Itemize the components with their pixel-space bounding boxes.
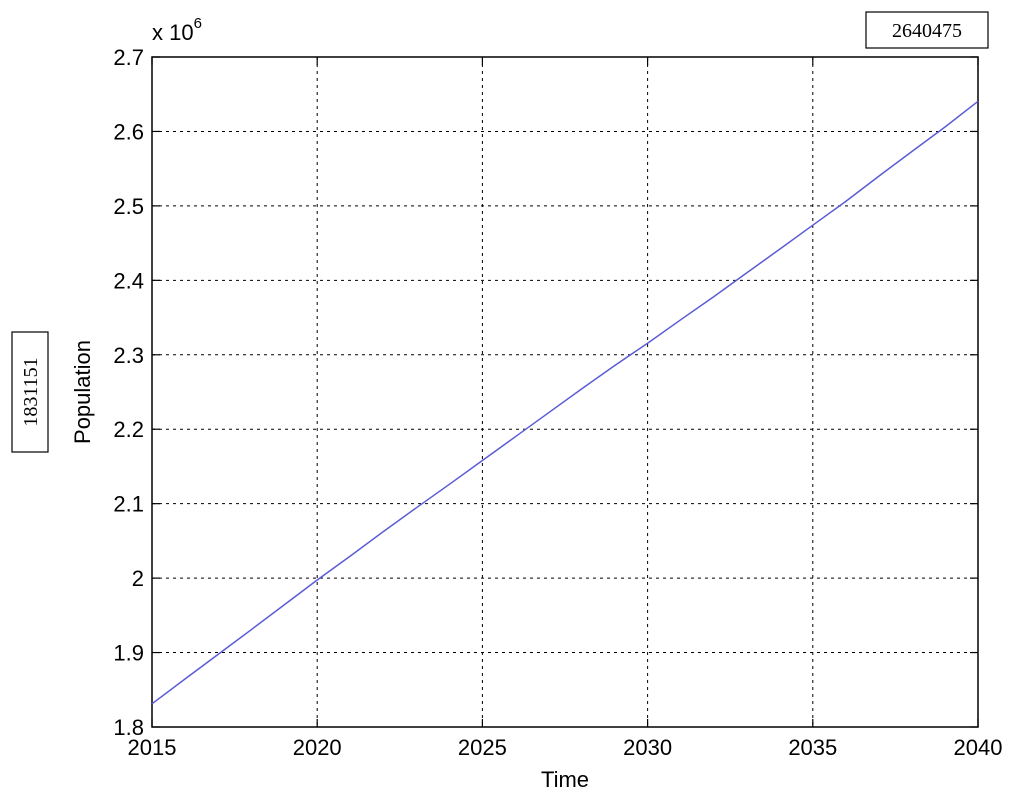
x-tick-label: 2015 [128, 735, 177, 760]
y-tick-label: 2.3 [113, 343, 144, 368]
x-tick-label: 2030 [623, 735, 672, 760]
plot-frame [151, 56, 979, 728]
x-axis-label: Time [541, 767, 589, 792]
annotation-box-top-right: 2640475 [865, 11, 989, 49]
x-tick-label: 2040 [954, 735, 1003, 760]
y-tick-label: 1.8 [113, 715, 144, 740]
x-tick-label: 2025 [458, 735, 507, 760]
y-tick-label: 2.5 [113, 194, 144, 219]
y-tick-label: 1.9 [113, 641, 144, 666]
y-tick-labels: 1.8 1.9 2 2.1 2.2 2.3 2.4 2.5 2.6 2.7 [113, 45, 144, 740]
y-tick-label: 2.1 [113, 492, 144, 517]
y-scale-label: x 106 [152, 15, 202, 45]
y-tick-label: 2.4 [113, 268, 144, 293]
series-line-population [151, 100, 979, 705]
axis-ticks [151, 56, 979, 728]
y-axis-label: Population [70, 340, 95, 444]
svg-text:1831151: 1831151 [20, 357, 42, 426]
y-tick-label: 2.2 [113, 417, 144, 442]
y-tick-label: 2.6 [113, 119, 144, 144]
annotation-box-left: 1831151 [11, 331, 49, 453]
y-tick-label: 2 [132, 566, 144, 591]
svg-text:2640475: 2640475 [892, 20, 962, 42]
y-tick-label: 2.7 [113, 45, 144, 70]
x-tick-label: 2020 [293, 735, 342, 760]
x-tick-labels: 2015 2020 2025 2030 2035 2040 [128, 735, 1003, 760]
x-tick-label: 2035 [788, 735, 837, 760]
